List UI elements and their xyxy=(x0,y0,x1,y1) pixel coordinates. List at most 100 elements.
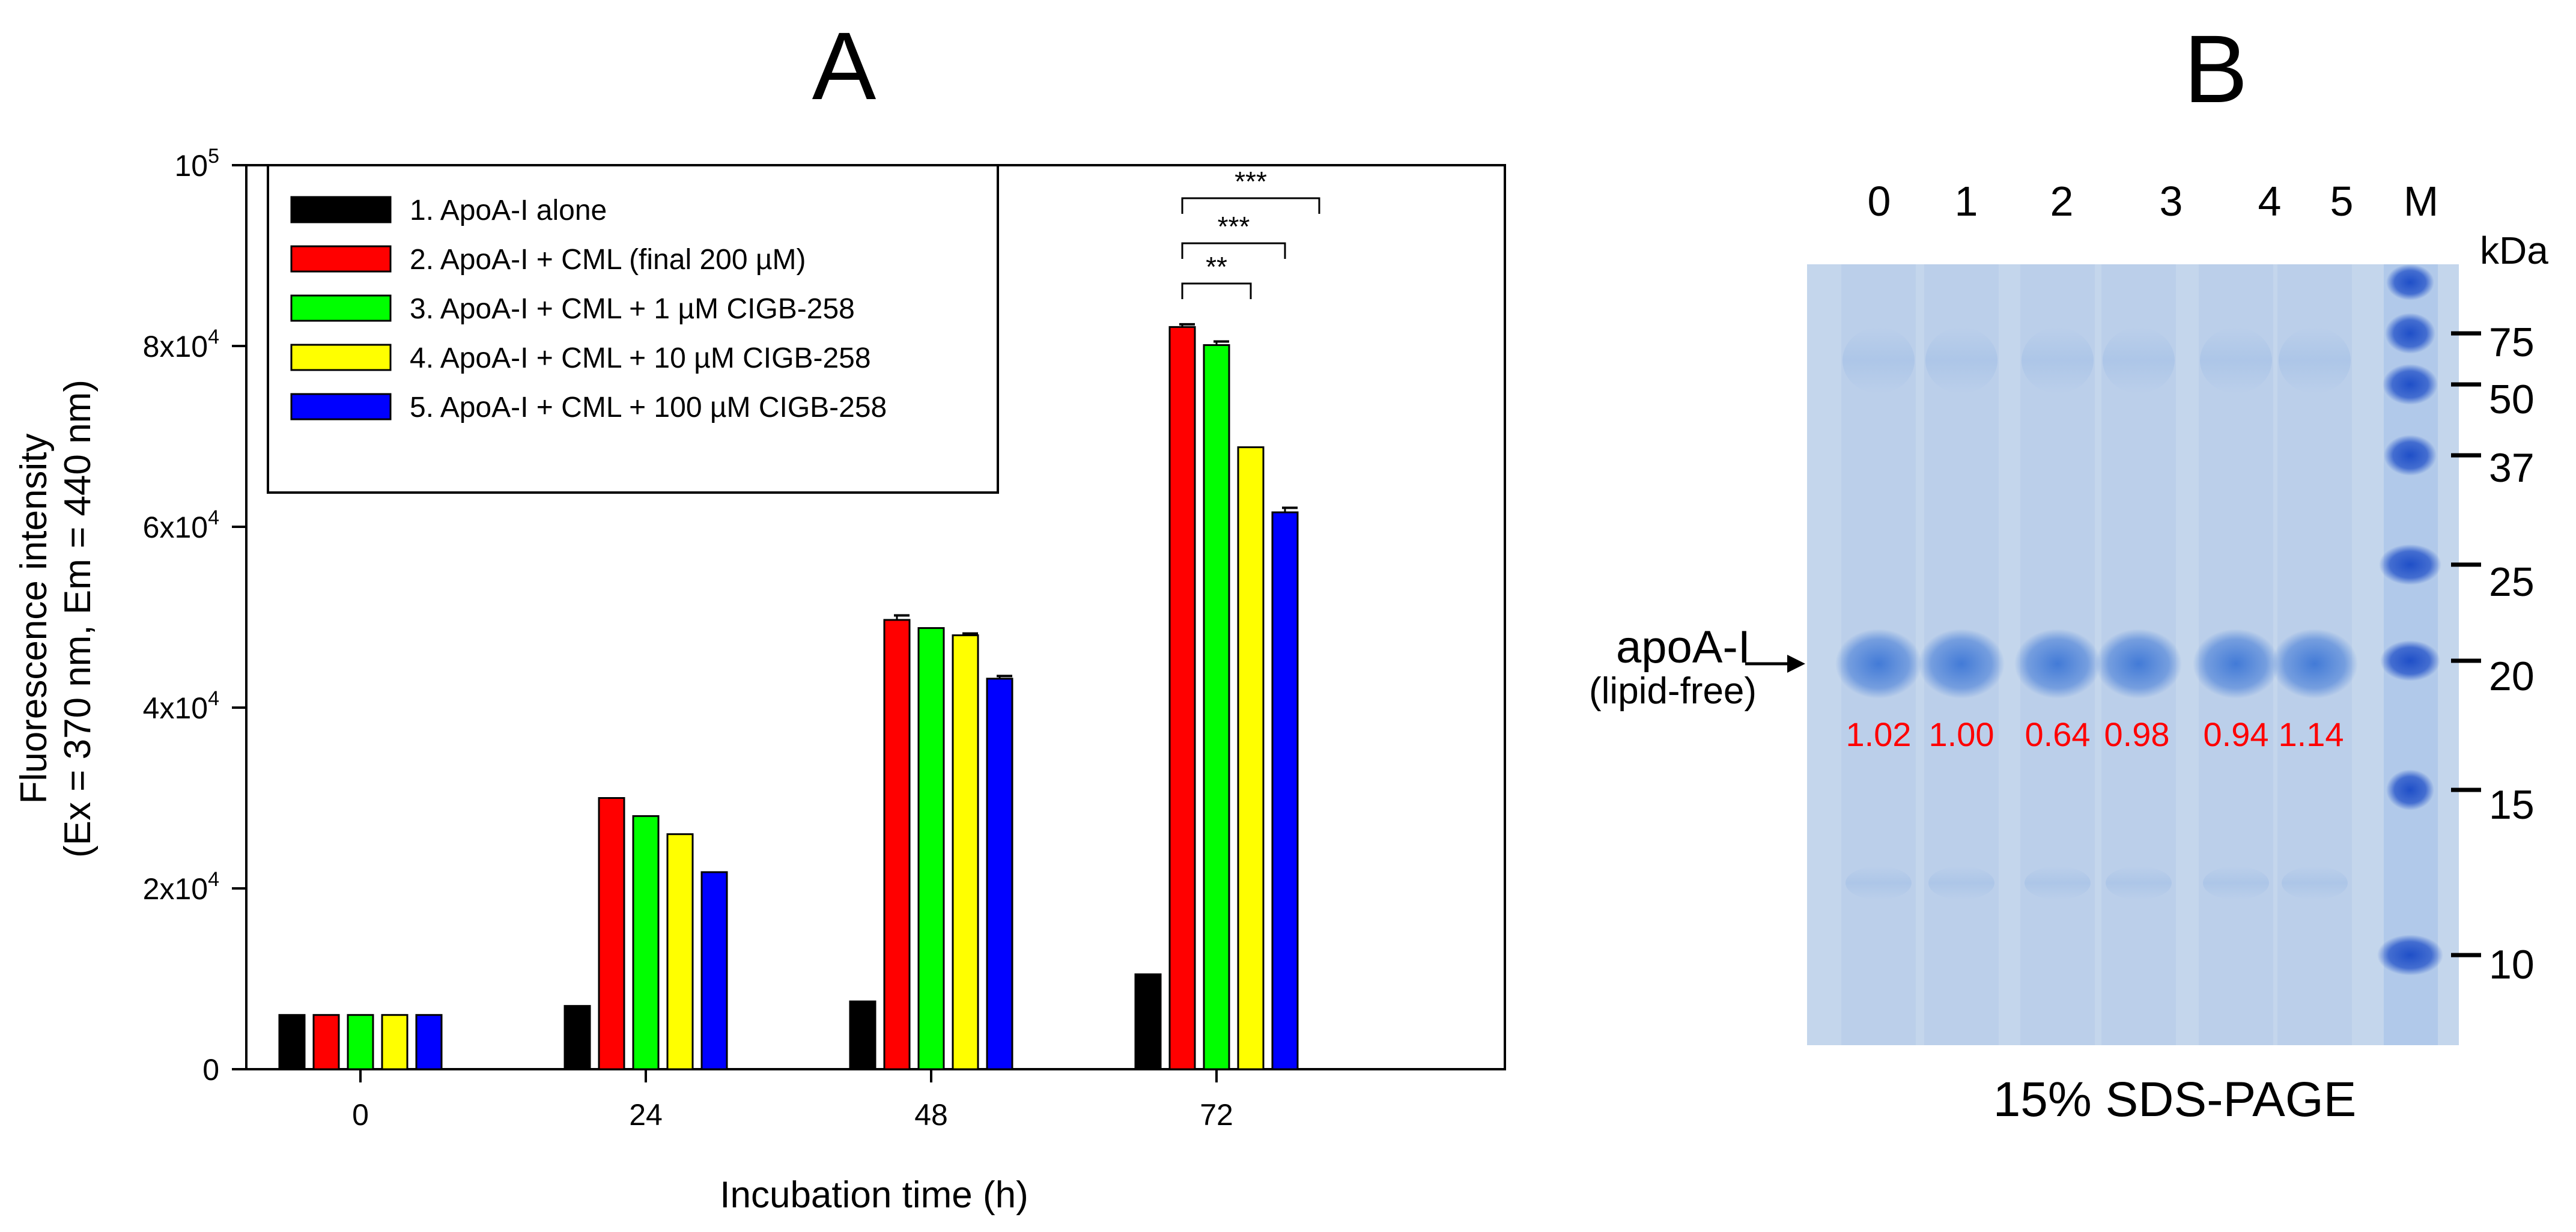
apoa-i-label: apoA-I xyxy=(1616,622,1751,673)
lane-label-3: 3 xyxy=(2159,178,2183,225)
significance-bracket-3 xyxy=(1181,197,1320,214)
marker-band-10 xyxy=(2377,935,2443,976)
apoa-i-band-0 xyxy=(1835,629,1922,699)
legend-swatch-5 xyxy=(290,393,392,420)
y-tick-label-2: 4x104 xyxy=(143,687,219,725)
bar-s4-t0 xyxy=(381,1014,409,1070)
y-tick-label-4: 8x104 xyxy=(143,326,219,363)
quant-lane-1: 1.00 xyxy=(1928,715,1994,753)
lane-label-5: 5 xyxy=(2330,178,2354,225)
marker-label-10: 10 xyxy=(2489,942,2535,988)
marker-label-15: 15 xyxy=(2489,782,2535,828)
marker-band-37 xyxy=(2384,435,2437,476)
apoa-i-band-1 xyxy=(1918,629,2005,699)
y-tick-label-5: 105 xyxy=(174,145,219,183)
legend-label-4: 4. ApoA-I + CML + 10 µM CIGB-258 xyxy=(410,342,871,374)
bar-s3-t24 xyxy=(632,815,660,1070)
significance-label-1: ** xyxy=(1206,251,1227,282)
apoa-i-band-2 xyxy=(2014,629,2101,699)
apoa-i-arrow-head xyxy=(1787,655,1805,673)
legend-label-3: 3. ApoA-I + CML + 1 µM CIGB-258 xyxy=(410,293,855,325)
significance-bracket-1 xyxy=(1181,282,1252,299)
y-tick-label-3: 6x104 xyxy=(143,506,219,544)
apoa-i-band-5 xyxy=(2271,629,2358,699)
bar-s5-t0 xyxy=(415,1014,443,1070)
lane-label-1: 1 xyxy=(1954,178,1978,225)
lane-label-4: 4 xyxy=(2258,178,2282,225)
bar-s2-t0 xyxy=(312,1014,340,1070)
lane-label-2: 2 xyxy=(2050,178,2074,225)
gel-faint-band-0 xyxy=(1845,866,1912,900)
bar-chart: A 0 2x104 4x104 6x104 8x104 105 0 24 48 72 Incubati… xyxy=(13,12,1506,1216)
bar-s4-t72 xyxy=(1237,446,1265,1070)
bar-s1-t24 xyxy=(564,1005,591,1070)
legend-swatch-1 xyxy=(290,196,392,223)
quant-lane-4: 0.94 xyxy=(2203,715,2269,753)
kda-unit-label: kDa xyxy=(2480,229,2548,272)
gel-faint-band-2 xyxy=(2025,866,2091,900)
panel-label-b: B xyxy=(2184,15,2248,123)
bar-s1-t0 xyxy=(278,1014,306,1070)
apoa-i-band-3 xyxy=(2095,629,2182,699)
marker-label-20: 20 xyxy=(2489,654,2535,699)
marker-band-50 xyxy=(2383,364,2438,405)
marker-label-50: 50 xyxy=(2489,377,2535,422)
gel-smear-2 xyxy=(2022,327,2094,393)
legend-label-2: 2. ApoA-I + CML (final 200 µM) xyxy=(410,244,806,276)
gel-faint-band-4 xyxy=(2203,866,2269,900)
bar-s1-t48 xyxy=(849,1000,876,1070)
quant-lane-3: 0.98 xyxy=(2104,715,2170,753)
x-axis-title: Incubation time (h) xyxy=(720,1174,1028,1216)
significance-label-2: *** xyxy=(1218,211,1250,242)
gel-caption: 15% SDS-PAGE xyxy=(1993,1072,2357,1127)
bar-s2-t72 xyxy=(1168,326,1196,1070)
y-axis-title-line1: Fluorescence intensity xyxy=(13,434,55,804)
bar-s1-t72 xyxy=(1134,973,1162,1070)
marker-top-band xyxy=(2386,264,2434,300)
gel-faint-band-3 xyxy=(2106,866,2172,900)
y-tick-label-1: 2x104 xyxy=(143,868,219,906)
marker-band-20 xyxy=(2380,640,2440,681)
bar-s3-t48 xyxy=(917,627,945,1070)
apoa-i-sublabel: (lipid-free) xyxy=(1589,670,1757,712)
marker-band-15 xyxy=(2386,769,2434,810)
gel-smear-1 xyxy=(1925,327,1997,393)
panel-label-a: A xyxy=(812,12,876,120)
quant-lane-0: 1.02 xyxy=(1845,715,1912,753)
apoa-i-band-4 xyxy=(2193,629,2279,699)
bar-s4-t48 xyxy=(952,634,979,1070)
x-tick-label-48: 48 xyxy=(914,1098,948,1132)
legend-swatch-2 xyxy=(290,245,392,273)
marker-label-25: 25 xyxy=(2489,559,2535,605)
quant-lane-5: 1.14 xyxy=(2278,715,2344,753)
gel-smear-3 xyxy=(2103,327,2175,393)
bar-s2-t24 xyxy=(598,797,625,1070)
legend-swatch-3 xyxy=(290,294,392,322)
significance-bracket-2 xyxy=(1181,242,1286,259)
bar-s5-t24 xyxy=(700,871,728,1070)
gel-faint-band-1 xyxy=(1928,866,1994,900)
marker-label-75: 75 xyxy=(2489,320,2535,365)
x-tick-label-72: 72 xyxy=(1200,1098,1233,1132)
significance-label-3: *** xyxy=(1235,166,1267,197)
gel-smear-4 xyxy=(2200,327,2272,393)
bar-s3-t72 xyxy=(1203,344,1230,1070)
gel-smear-5 xyxy=(2279,327,2351,393)
x-tick-label-24: 24 xyxy=(629,1098,663,1132)
quant-lane-2: 0.64 xyxy=(2025,715,2091,753)
legend-label-5: 5. ApoA-I + CML + 100 µM CIGB-258 xyxy=(410,392,887,423)
bar-s3-t0 xyxy=(347,1014,374,1070)
bar-s4-t24 xyxy=(666,833,694,1070)
gel-smear-0 xyxy=(1842,327,1915,393)
marker-label-37: 37 xyxy=(2489,445,2535,491)
bar-s2-t48 xyxy=(883,619,911,1070)
gel-faint-band-5 xyxy=(2282,866,2348,900)
y-axis-title-line2: (Ex = 370 nm, Em = 440 nm) xyxy=(57,380,99,858)
bar-s5-t72 xyxy=(1271,511,1299,1070)
marker-band-25 xyxy=(2379,544,2441,585)
legend-label-1: 1. ApoA-I alone xyxy=(410,195,607,226)
lane-label-0: 0 xyxy=(1867,178,1891,225)
